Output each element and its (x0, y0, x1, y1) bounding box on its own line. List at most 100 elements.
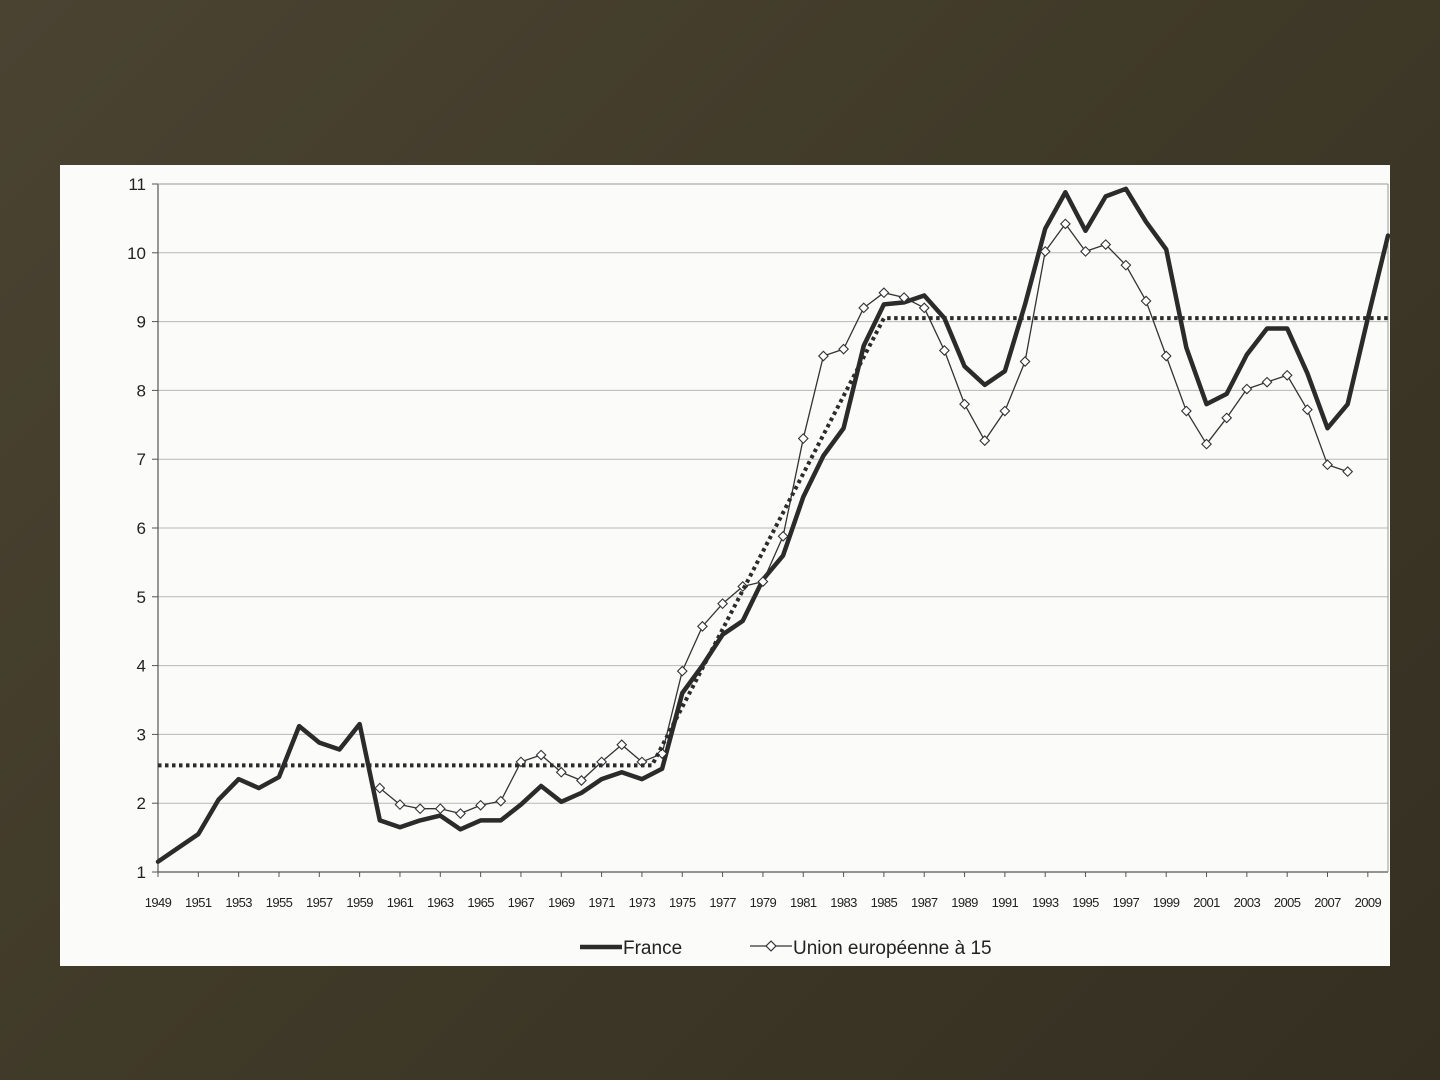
data-point-eu15 (777, 530, 789, 542)
data-point-eu15 (1160, 350, 1172, 362)
series (155, 186, 1390, 864)
chart-card: 1 2 3 4 5 6 7 8 9 10 11 1949 1951 1953 1955 1957 1959 19… (60, 165, 1390, 966)
x-tick-label: 1985 (871, 895, 898, 910)
data-point-eu15 (1301, 404, 1313, 416)
data-point-eu15 (1342, 466, 1354, 478)
data-point-eu15 (1241, 383, 1253, 395)
data-point-eu15 (1140, 295, 1152, 307)
data-point-eu15 (1322, 459, 1333, 471)
x-tick-label: 1975 (669, 895, 696, 910)
x-tick-label: 1977 (709, 895, 736, 910)
x-tick-label: 1957 (306, 895, 333, 910)
legend-marker-eu15 (765, 940, 777, 952)
data-point-eu15 (858, 302, 870, 314)
x-tick-label: 1981 (790, 895, 817, 910)
data-point-eu15 (656, 748, 668, 760)
data-point-eu15 (1281, 369, 1293, 381)
x-tick-label: 1991 (992, 895, 1019, 910)
y-tick-label: 1 (137, 863, 146, 882)
data-point-eu15 (434, 803, 446, 815)
data-point-eu15 (394, 799, 406, 811)
axes (152, 183, 1389, 877)
y-tick-label: 4 (137, 657, 146, 676)
series-line-france (155, 186, 1390, 864)
y-tick-label: 9 (137, 313, 146, 332)
y-tick-label: 8 (137, 381, 146, 400)
data-point-eu15 (696, 620, 708, 632)
x-tick-label: 1983 (830, 895, 857, 910)
x-tick-label: 2001 (1193, 895, 1220, 910)
legend-label-france: France (623, 938, 682, 959)
data-point-eu15 (999, 405, 1011, 417)
y-tick-label: 10 (127, 244, 146, 263)
data-point-eu15 (1221, 412, 1233, 424)
x-tick-label: 2009 (1355, 895, 1382, 910)
data-point-eu15 (475, 799, 487, 811)
x-tick-label: 1963 (427, 895, 454, 910)
data-point-eu15 (1059, 218, 1071, 230)
x-tick-label: 2007 (1314, 895, 1341, 910)
data-point-eu15 (676, 665, 688, 677)
data-point-eu15 (555, 766, 567, 778)
x-tick-label: 2003 (1234, 895, 1261, 910)
x-tick-label: 1993 (1032, 895, 1059, 910)
data-point-eu15 (797, 433, 809, 445)
data-point-eu15 (495, 795, 507, 807)
y-tick-label: 6 (137, 519, 146, 538)
data-point-eu15 (1180, 405, 1192, 417)
data-point-eu15 (979, 435, 991, 447)
x-tick-labels: 1949 1951 1953 1955 1957 1959 1961 1963 1965 1967… (145, 895, 1382, 910)
x-tick-label: 1971 (588, 895, 615, 910)
data-point-eu15 (1261, 376, 1273, 388)
data-point-eu15 (898, 292, 910, 303)
data-point-eu15 (838, 343, 850, 355)
y-tick-label: 3 (137, 725, 146, 744)
data-point-eu15 (878, 287, 890, 299)
y-tick-label: 5 (137, 588, 146, 607)
x-tick-label: 1999 (1153, 895, 1180, 910)
data-point-eu15 (1039, 245, 1051, 257)
x-tick-label: 1953 (225, 895, 252, 910)
x-tick-label: 1951 (185, 895, 212, 910)
grid (158, 183, 1388, 804)
x-tick-label: 1961 (387, 895, 414, 910)
x-tick-label: 1987 (911, 895, 938, 910)
x-tick-label: 1959 (346, 895, 373, 910)
x-tick-label: 1949 (145, 895, 172, 910)
y-tick-label: 7 (137, 450, 146, 469)
x-tick-label: 1967 (508, 895, 535, 910)
data-point-eu15 (1201, 438, 1212, 450)
x-tick-label: 1969 (548, 895, 575, 910)
x-tick-label: 1955 (266, 895, 293, 910)
x-tick-label: 1989 (951, 895, 978, 910)
data-point-eu15 (1100, 239, 1112, 250)
x-tick-label: 1979 (750, 895, 777, 910)
data-point-eu15 (1080, 245, 1091, 257)
x-tick-label: 1965 (467, 895, 494, 910)
legend: France Union européenne à 15 (580, 938, 992, 959)
data-point-eu15 (959, 398, 971, 410)
data-point-eu15 (535, 749, 547, 761)
x-tick-label: 1995 (1072, 895, 1099, 910)
data-point-eu15 (1120, 259, 1132, 271)
data-point-eu15 (757, 576, 769, 588)
x-tick-label: 2005 (1274, 895, 1301, 910)
y-tick-label: 11 (128, 175, 146, 194)
x-tick-label: 1973 (629, 895, 656, 910)
data-point-eu15 (414, 803, 426, 815)
data-point-eu15 (1019, 356, 1031, 367)
data-point-eu15 (938, 345, 950, 356)
legend-label-eu15: Union européenne à 15 (793, 938, 992, 959)
data-point-eu15 (374, 782, 386, 794)
trend-line-dotted (158, 316, 1388, 768)
data-point-eu15 (817, 350, 829, 362)
data-point-eu15 (575, 775, 587, 786)
y-tick-labels: 1 2 3 4 5 6 7 8 9 10 11 (127, 175, 146, 882)
x-tick-label: 1997 (1113, 895, 1140, 910)
y-tick-label: 2 (137, 794, 146, 813)
data-point-eu15 (918, 302, 930, 314)
data-point-eu15 (455, 808, 466, 819)
data-point-eu15 (717, 598, 729, 610)
